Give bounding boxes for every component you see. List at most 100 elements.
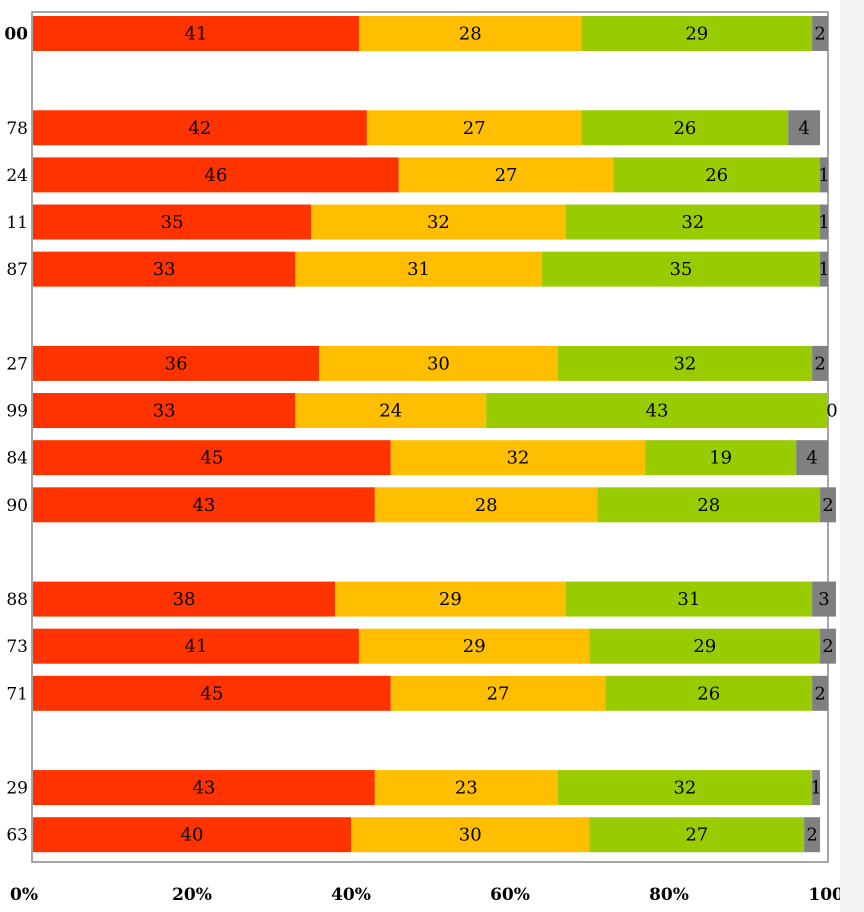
bar-value-label: 27 [463, 118, 486, 139]
x-tick-label: 60% [490, 885, 530, 905]
plot-frame [31, 11, 829, 863]
bar-segment [820, 157, 828, 193]
bar-segment [33, 487, 375, 523]
bar-segment [33, 817, 351, 853]
bar-row: 40 30 27 2 [33, 817, 821, 853]
bar-value-label: 33 [153, 401, 176, 422]
bar-value-label: 31 [407, 259, 430, 280]
bar-segment [788, 110, 821, 146]
bar-value-label: 29 [693, 636, 716, 657]
bar-segment [557, 770, 813, 806]
bar-segment [390, 440, 646, 476]
bar-segment [366, 110, 582, 146]
bar-row: 33 24 43 0 [33, 393, 838, 429]
row-label: 11 [6, 213, 28, 233]
bar-segment [820, 204, 828, 240]
bar-value-label: 27 [487, 683, 510, 704]
bar-segment [645, 440, 797, 476]
bar-segment [319, 345, 558, 381]
bar-segment [33, 345, 320, 381]
x-tick-label: 40% [331, 885, 371, 905]
bar-value-label: 30 [459, 825, 482, 846]
bar-segment [820, 628, 836, 664]
bar-segment [374, 770, 558, 806]
bar-segment [33, 675, 391, 711]
bar-value-label: 0 [826, 401, 837, 422]
bar-segment [33, 16, 359, 51]
bar-segment [581, 110, 789, 146]
bar-value-label: 1 [818, 212, 829, 233]
bar-value-label: 32 [427, 212, 450, 233]
bar-segment [565, 581, 813, 617]
bar-segment [812, 675, 828, 711]
bar-segment [390, 675, 606, 711]
bar-segment [804, 817, 821, 853]
bar-value-label: 42 [188, 118, 211, 139]
bar-value-label: 32 [673, 778, 696, 799]
bar-value-label: 35 [669, 259, 692, 280]
bar-value-label: 28 [475, 495, 498, 516]
bar-segment [812, 16, 828, 51]
bar-value-label: 32 [673, 353, 696, 374]
bar-segment [581, 16, 813, 51]
bar-value-label: 41 [185, 24, 208, 45]
bar-value-label: 45 [200, 448, 223, 469]
row-label: 29 [6, 779, 28, 799]
bar-segment [33, 251, 296, 287]
row-label: 24 [6, 166, 28, 186]
bar-value-label: 2 [814, 353, 825, 374]
bar-segment [33, 204, 312, 240]
bar-row: 46 27 26 1 [33, 157, 830, 193]
bar-segment [597, 487, 821, 523]
row-label: 27 [6, 354, 28, 374]
bar-row: 43 23 32 1 [33, 770, 822, 806]
bar-row: 36 30 32 2 [33, 345, 828, 381]
bar-segment [358, 16, 582, 51]
x-tick-label: 80% [649, 885, 689, 905]
row-label: 63 [6, 826, 28, 846]
bar-value-label: 32 [681, 212, 704, 233]
bar-value-label: 3 [818, 589, 829, 610]
bar-value-label: 29 [439, 589, 462, 610]
row-label: 84 [6, 449, 28, 469]
bar-value-label: 26 [697, 683, 720, 704]
bar-value-label: 26 [705, 165, 728, 186]
bar-segment [311, 204, 566, 240]
bar-row: 33 31 35 1 [33, 251, 830, 287]
bar-segment [335, 581, 566, 617]
bar-value-label: 33 [153, 259, 176, 280]
bar-value-label: 28 [697, 495, 720, 516]
bar-value-label: 40 [181, 825, 204, 846]
bar-segment [33, 581, 336, 617]
bar-segment [820, 251, 828, 287]
bar-value-label: 35 [161, 212, 184, 233]
bar-segment [613, 157, 821, 193]
bar-value-label: 43 [192, 495, 215, 516]
bar-row: 45 27 26 2 [33, 675, 828, 711]
bar-segment [589, 817, 805, 853]
scrollbar-strip [840, 0, 864, 912]
bar-value-label: 2 [806, 825, 817, 846]
bar-value-label: 1 [818, 165, 829, 186]
bar-value-label: 38 [173, 589, 196, 610]
row-label: 73 [6, 637, 28, 657]
bar-row: 41 29 29 2 [33, 628, 836, 664]
row-label: 90 [6, 496, 28, 516]
bar-segment [565, 204, 821, 240]
bar-segment [33, 157, 399, 193]
bar-value-label: 30 [427, 353, 450, 374]
bar-row: 38 29 31 3 [33, 581, 836, 617]
bar-value-label: 43 [192, 778, 215, 799]
row-label: 87 [6, 260, 28, 280]
bar-value-label: 2 [814, 683, 825, 704]
bar-value-label: 19 [709, 448, 732, 469]
bar-segment [820, 487, 836, 523]
bar-segment [33, 770, 375, 806]
bar-value-label: 27 [495, 165, 518, 186]
bar-row: 41 28 29 2 [33, 16, 828, 51]
bar-segment [812, 345, 828, 381]
x-tick-label: 20% [172, 885, 212, 905]
bar-value-label: 4 [798, 118, 809, 139]
bar-segment [486, 393, 828, 429]
